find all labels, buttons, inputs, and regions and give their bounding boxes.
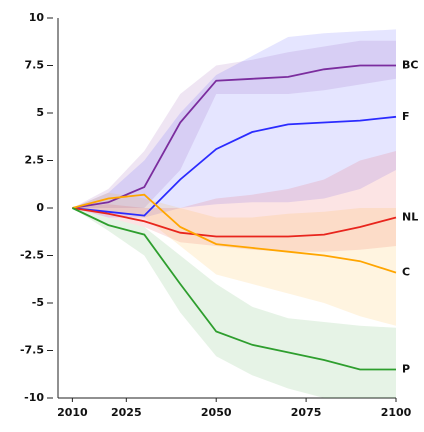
- uncertainty-band: [72, 208, 396, 398]
- series-label: F: [402, 110, 410, 123]
- y-tick-label: 2.5: [25, 154, 45, 167]
- uncertainty-band: [72, 192, 396, 326]
- y-tick-label: -2.5: [20, 249, 44, 262]
- x-tick-label: 2010: [57, 406, 88, 419]
- y-tick-label: 7.5: [25, 59, 45, 72]
- series-line: [72, 207, 397, 238]
- series-line: [71, 207, 396, 371]
- y-tick-label: 5: [36, 106, 44, 119]
- uncertainty-band: [72, 151, 396, 252]
- series-line: [72, 64, 396, 209]
- y-tick-label: -5: [32, 296, 44, 309]
- x-tick-label: 2075: [291, 406, 322, 419]
- series-label: C: [402, 266, 410, 279]
- y-tick-label: 0: [36, 201, 44, 214]
- x-tick-label: 2025: [111, 406, 142, 419]
- series-line: [72, 193, 397, 274]
- series-label: BC: [402, 59, 418, 72]
- y-tick-label: 10: [29, 11, 45, 24]
- x-tick-label: 2050: [201, 406, 232, 419]
- y-tick-label: -7.5: [20, 344, 44, 357]
- series-label: P: [402, 363, 410, 376]
- uncertainty-band: [72, 40, 396, 208]
- y-tick-label: -10: [24, 391, 44, 404]
- series-label: NL: [402, 211, 418, 224]
- series-line: [72, 115, 397, 217]
- x-tick-label: 2100: [381, 406, 412, 419]
